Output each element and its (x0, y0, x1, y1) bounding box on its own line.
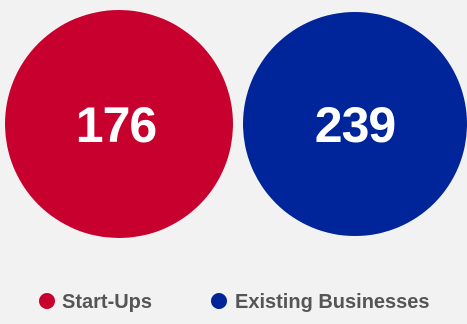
bubble-start-ups (5, 10, 233, 238)
bubble-value-start-ups: 176 (76, 97, 156, 153)
legend: Start-Ups Existing Businesses (39, 291, 430, 313)
legend-marker-existing-businesses (211, 293, 227, 309)
bubble-existing-businesses (243, 12, 467, 236)
legend-label-start-ups: Start-Ups (62, 291, 152, 313)
bubble-value-existing-businesses: 239 (315, 97, 395, 153)
legend-marker-start-ups (39, 293, 55, 309)
legend-label-existing-businesses: Existing Businesses (235, 291, 430, 313)
